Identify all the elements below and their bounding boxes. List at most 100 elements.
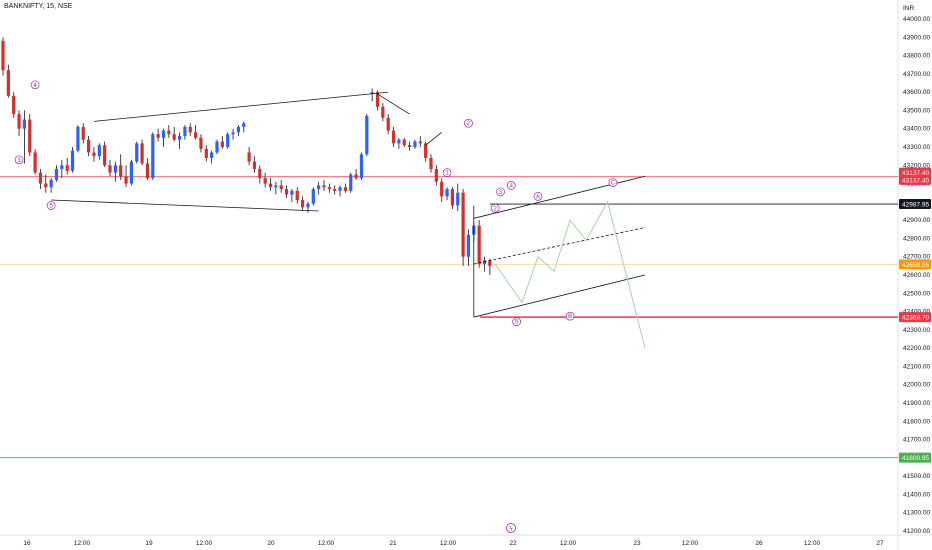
price-tag-label: 43137.40: [902, 177, 929, 184]
x-tick-label: 23: [633, 540, 641, 547]
y-tick-label: 43600.00: [903, 89, 930, 96]
candle-body: [488, 260, 492, 266]
wave-label: 4: [33, 83, 37, 89]
y-tick-label: 42400.00: [903, 309, 930, 316]
price-tag-label: 43137.40: [902, 170, 929, 177]
candle-body: [482, 260, 487, 265]
y-tick-label: 41800.00: [903, 418, 930, 425]
y-tick-label: 42600.00: [903, 272, 930, 279]
candle-body: [1, 40, 5, 71]
x-tick-label: 12:00: [440, 540, 457, 547]
y-tick-label: 41300.00: [903, 510, 930, 517]
wave-label: 3: [499, 190, 503, 196]
candle-body: [375, 92, 380, 107]
candle-body: [418, 141, 422, 144]
candle-body: [226, 134, 230, 147]
x-tick-label: 19: [145, 540, 153, 547]
wave-label-circle: [533, 192, 543, 201]
wave-label-circle: [608, 178, 618, 188]
candle-body: [215, 141, 219, 153]
candle-body: [263, 178, 267, 184]
candle-body: [188, 126, 192, 133]
candle-body: [284, 189, 289, 195]
candle-body: [408, 145, 412, 147]
y-tick-label: 41900.00: [903, 400, 930, 407]
x-tick-label: 22: [509, 540, 517, 547]
x-tick-label: 21: [389, 540, 397, 547]
candle-body: [386, 117, 390, 131]
candle-body: [17, 114, 21, 129]
y-tick-label: 43300.00: [903, 144, 930, 151]
candle-body: [424, 143, 428, 158]
wave-label: B: [568, 314, 572, 320]
candle-body: [38, 172, 43, 184]
x-tick-label: 20: [267, 540, 275, 547]
wave-label: 3: [17, 158, 21, 164]
y-tick-label: 43200.00: [903, 162, 930, 169]
candle-body: [365, 115, 369, 155]
candle-body: [301, 200, 305, 208]
x-tick-label: 26: [755, 540, 763, 547]
trend-line: [425, 132, 442, 146]
candle-body: [113, 165, 117, 173]
event-marker-glyph: ϟ: [509, 527, 513, 533]
candle-body: [156, 134, 160, 138]
candle-body: [194, 132, 198, 138]
candle-body: [343, 187, 347, 191]
price-tag-label: 41600.95: [902, 455, 929, 462]
wave-label-circle: [506, 181, 516, 190]
y-tick-label: 42300.00: [903, 327, 930, 334]
candle-body: [129, 161, 133, 184]
x-tick-label: 12:00: [682, 540, 699, 547]
wave-label: 1: [445, 171, 449, 177]
candle-body: [167, 130, 171, 135]
candle-body: [306, 203, 310, 208]
x-tick-label: 27: [876, 540, 884, 547]
candle-body: [97, 145, 101, 157]
x-tick-label: 12:00: [804, 540, 821, 547]
wave-label-circle: [30, 80, 40, 90]
price-tag-label: 42369.70: [902, 315, 929, 322]
wave-label-circle: [565, 311, 575, 321]
candle-body: [434, 168, 438, 182]
candle-body: [236, 126, 240, 133]
candle-body: [440, 181, 444, 197]
candle-body: [210, 152, 214, 158]
wave-label: A: [536, 194, 540, 200]
x-tick-label: 16: [23, 540, 31, 547]
wave-label: 5: [515, 320, 519, 326]
trend-line: [51, 199, 319, 212]
candle-body: [54, 168, 59, 180]
currency-label: INR: [903, 5, 915, 12]
candle-body: [317, 185, 321, 190]
chart-title: BANKNIFTY, 15, NSE: [4, 3, 73, 10]
candle-body: [177, 136, 182, 140]
y-tick-label: 41700.00: [903, 437, 930, 444]
candle-body: [450, 189, 454, 206]
y-tick-label: 42200.00: [903, 345, 930, 352]
candle-body: [252, 161, 257, 169]
wave-label-circle: [442, 168, 452, 177]
candle-body: [22, 119, 26, 129]
y-tick-label: 41400.00: [903, 491, 930, 498]
wave-label-circle: [14, 155, 24, 165]
candle-body: [204, 148, 208, 158]
candle-body: [81, 126, 85, 140]
candle-body: [87, 139, 91, 153]
candle-body: [327, 187, 331, 190]
price-tag: [899, 259, 931, 270]
x-tick-label: 12:00: [196, 540, 213, 547]
projection-path: [494, 200, 646, 349]
event-marker-icon: [506, 523, 516, 533]
candle-body: [402, 139, 406, 146]
y-tick-label: 42000.00: [903, 382, 930, 389]
candle-body: [231, 132, 235, 135]
price-tag: [899, 312, 931, 323]
candle-body: [445, 189, 449, 197]
candle-body: [279, 185, 283, 190]
y-tick-label: 42500.00: [903, 290, 930, 297]
candle-body: [333, 189, 337, 191]
candle-body: [274, 185, 278, 188]
